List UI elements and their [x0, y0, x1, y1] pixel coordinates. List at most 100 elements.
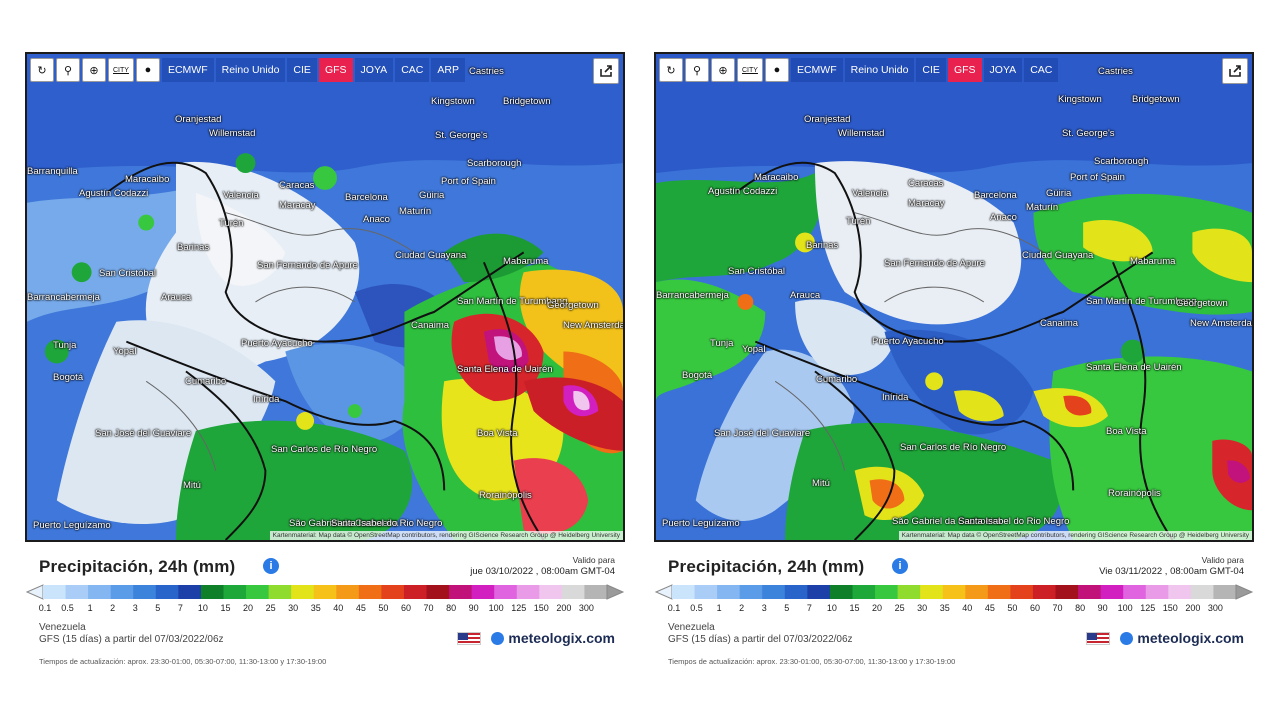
precipitation-map[interactable]: ↻ ⚲ ⊕ CITY ● ECMWF Reino Unido CIE GFS J…	[654, 52, 1254, 542]
scale-swatch	[358, 585, 382, 599]
city-label: Bogotá	[53, 372, 84, 383]
update-times: Tiempos de actualización: aprox. 23:30-0…	[668, 657, 956, 666]
city-label: Ciudad Guayana	[1022, 250, 1094, 261]
city-label: San José del Guaviare	[714, 428, 811, 439]
model-tab-reino-unido[interactable]: Reino Unido	[215, 58, 286, 82]
zoom-icon[interactable]: ⊕	[82, 58, 106, 82]
scale-tick-label: 70	[1052, 603, 1063, 613]
city-label: Barrancabermeja	[27, 292, 100, 303]
city-label: Rorainópolis	[479, 490, 532, 501]
scale-tick-label: 5	[784, 603, 790, 613]
model-tab-cie[interactable]: CIE	[916, 58, 946, 82]
valid-date: Vie 03/11/2022 , 08:00am GMT-04	[1099, 566, 1244, 577]
city-toggle-icon[interactable]: CITY	[737, 58, 763, 82]
scale-swatch	[200, 585, 224, 599]
legend-title: Precipitación, 24h (mm)	[668, 557, 865, 576]
map-toolbar: ↻ ⚲ ⊕ CITY ● ECMWF Reino Unido CIE GFS J…	[30, 58, 465, 82]
city-label: Santa Elena de Uairén	[457, 364, 553, 375]
zoom-icon[interactable]: ⊕	[711, 58, 735, 82]
model-tab-ecmwf[interactable]: ECMWF	[161, 58, 214, 82]
model-tab-ecmwf[interactable]: ECMWF	[790, 58, 843, 82]
scale-swatch	[897, 585, 921, 599]
city-label: Boa Vista	[1106, 426, 1147, 437]
city-label: Maturín	[1026, 202, 1059, 213]
valid-for-label: Valido para	[572, 555, 615, 565]
scale-swatch	[155, 585, 179, 599]
scale-tick-label: 40	[333, 603, 344, 613]
model-tab-joya[interactable]: JOYA	[983, 58, 1023, 82]
scale-tick-label: 90	[1097, 603, 1108, 613]
scale-tick-label: 125	[511, 603, 527, 613]
city-label: Scarborough	[467, 158, 522, 169]
model-tab-gfs[interactable]: GFS	[947, 58, 982, 82]
us-flag-icon[interactable]	[1086, 631, 1111, 645]
model-tab-cac[interactable]: CAC	[1024, 58, 1059, 82]
map-toolbar: ↻ ⚲ ⊕ CITY ● ECMWF Reino Unido CIE GFS J…	[659, 58, 1059, 82]
scale-swatch	[65, 585, 89, 599]
share-icon[interactable]	[1222, 58, 1248, 84]
scale-tick-label: 70	[423, 603, 434, 613]
model-tab-gfs[interactable]: GFS	[318, 58, 353, 82]
info-icon[interactable]: i	[263, 558, 279, 574]
scale-swatch	[1123, 585, 1147, 599]
city-label: Barinas	[806, 240, 839, 251]
city-label: Agustín Codazzi	[708, 186, 778, 197]
map-attribution: Kartenmaterial: Map data © OpenStreetMap…	[898, 531, 1252, 540]
brand-logo[interactable]: meteologix.com	[1086, 630, 1244, 646]
scale-tick-label: 150	[1162, 603, 1178, 613]
us-flag-icon[interactable]	[457, 631, 482, 645]
city-label: Mabaruma	[1130, 256, 1176, 267]
info-icon[interactable]: i	[892, 558, 908, 574]
pin-icon[interactable]: ●	[764, 58, 789, 82]
city-label: Bridgetown	[1132, 94, 1180, 105]
location-pin-icon[interactable]: ⚲	[56, 58, 80, 82]
model-tab-cie[interactable]: CIE	[287, 58, 317, 82]
precipitation-map[interactable]: ↻ ⚲ ⊕ CITY ● ECMWF Reino Unido CIE GFS J…	[25, 52, 625, 542]
scale-tick-label: 20	[243, 603, 254, 613]
model-tab-arp[interactable]: ARP	[431, 58, 465, 82]
city-label: Rorainópolis	[1108, 488, 1161, 499]
city-label: Agustín Codazzi	[79, 188, 149, 199]
city-toggle-icon[interactable]: CITY	[108, 58, 134, 82]
scale-swatch	[539, 585, 563, 599]
refresh-icon[interactable]: ↻	[659, 58, 683, 82]
refresh-icon[interactable]: ↻	[30, 58, 54, 82]
map-attribution: Kartenmaterial: Map data © OpenStreetMap…	[269, 531, 623, 540]
scale-swatch	[313, 585, 337, 599]
city-label: Turén	[846, 216, 871, 227]
scale-tick-label: 1	[87, 603, 93, 613]
city-label: Santa Elena de Uairén	[1086, 362, 1182, 373]
scale-tick-label: 125	[1140, 603, 1156, 613]
scale-swatch	[1078, 585, 1102, 599]
city-label: Willemstad	[838, 128, 885, 139]
city-label: Ciudad Guayana	[395, 250, 467, 261]
scale-tick-label: 2	[110, 603, 116, 613]
scale-swatch	[336, 585, 360, 599]
model-tab-reino-unido[interactable]: Reino Unido	[844, 58, 915, 82]
scale-tick-label: 45	[355, 603, 366, 613]
city-label: San Martín de Turumbang	[1086, 296, 1197, 307]
scale-tick-label: 80	[1075, 603, 1086, 613]
scale-swatch	[942, 585, 966, 599]
scale-tick-label: 90	[468, 603, 479, 613]
model-tab-joya[interactable]: JOYA	[354, 58, 394, 82]
model-tab-cac[interactable]: CAC	[395, 58, 430, 82]
city-label: Barcelona	[974, 190, 1017, 201]
city-label: Maracay	[908, 198, 945, 209]
share-icon[interactable]	[593, 58, 619, 84]
pin-icon[interactable]: ●	[135, 58, 160, 82]
city-label: Georgetown	[547, 300, 599, 311]
location-pin-icon[interactable]: ⚲	[685, 58, 709, 82]
city-label: San Fernando de Apure	[257, 260, 358, 271]
brand-logo[interactable]: meteologix.com	[457, 630, 615, 646]
scale-tick-label: 25	[894, 603, 905, 613]
scale-tick-label: 3	[132, 603, 138, 613]
model-run-label: GFS (15 días) a partir del 07/03/2022/06…	[39, 634, 224, 645]
color-scale-labels: 0.1 0.5 1 2 3 5 7 10 15 20 25 30 35 40 45 50 60 70 80 90 100…	[25, 603, 625, 615]
city-label: Mitú	[812, 478, 830, 489]
scale-swatch	[110, 585, 134, 599]
scale-swatch	[1213, 585, 1237, 599]
city-label: São Gabriel da Cachoeira	[892, 516, 1002, 527]
scale-swatch	[875, 585, 899, 599]
scale-swatch	[268, 585, 292, 599]
